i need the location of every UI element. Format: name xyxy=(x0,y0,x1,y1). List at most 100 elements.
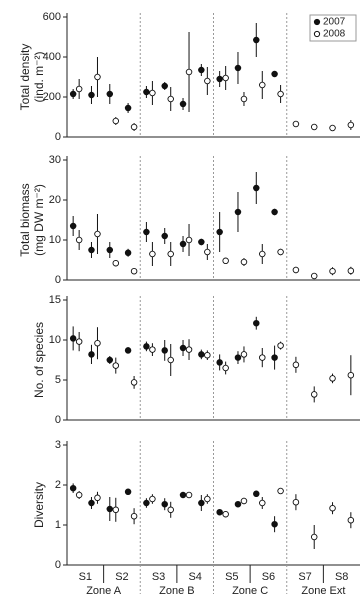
data-point xyxy=(234,500,242,508)
y-axis-label: Total density xyxy=(18,44,32,111)
station-label: S7 xyxy=(298,571,311,583)
data-point xyxy=(75,491,83,499)
data-point xyxy=(124,347,132,354)
data-point xyxy=(69,90,77,98)
data-point xyxy=(216,75,223,83)
data-point xyxy=(271,208,278,216)
data-point xyxy=(75,236,83,244)
data-point xyxy=(149,89,156,97)
data-point xyxy=(310,391,318,398)
data-point xyxy=(143,499,150,507)
data-point xyxy=(185,236,193,244)
y-tick-label: 0 xyxy=(55,274,61,286)
station-label: S8 xyxy=(335,571,348,583)
data-point xyxy=(88,499,95,507)
data-point xyxy=(310,533,318,541)
y-tick-label: 10 xyxy=(49,234,61,246)
data-point xyxy=(259,81,266,89)
data-point xyxy=(204,495,211,503)
data-point xyxy=(124,488,132,496)
data-point xyxy=(310,272,318,280)
y-tick-label: 200 xyxy=(43,91,61,103)
data-point xyxy=(277,342,284,349)
data-point xyxy=(106,356,114,364)
data-point xyxy=(216,228,223,236)
data-point xyxy=(161,347,168,354)
data-point xyxy=(143,228,150,236)
data-point xyxy=(253,319,260,327)
y-axis-label: (mg DW m⁻²) xyxy=(32,184,46,256)
y-tick-label: 0 xyxy=(55,131,61,143)
data-point xyxy=(143,343,150,350)
data-point xyxy=(292,498,300,506)
y-axis-label: (ind. m⁻²) xyxy=(32,51,46,102)
data-point xyxy=(240,95,248,103)
data-point xyxy=(161,232,168,240)
zone-label: Zone A xyxy=(86,585,122,594)
data-point xyxy=(292,120,300,128)
zone-label: Zone B xyxy=(159,585,194,594)
data-point xyxy=(94,230,101,238)
data-point xyxy=(198,499,205,507)
y-tick-label: 3 xyxy=(55,439,61,451)
data-point xyxy=(347,516,355,524)
y-axis-label: Total biomass xyxy=(18,183,32,256)
data-point xyxy=(185,68,193,76)
data-point xyxy=(185,346,193,353)
data-point xyxy=(329,375,336,382)
station-label: S2 xyxy=(115,571,128,583)
data-point xyxy=(112,506,120,514)
data-point xyxy=(347,371,355,379)
data-point xyxy=(271,354,278,361)
data-point xyxy=(234,208,242,216)
data-point xyxy=(143,88,150,96)
data-point xyxy=(277,248,284,256)
data-point xyxy=(204,77,211,85)
data-point xyxy=(234,354,242,361)
station-label: S6 xyxy=(262,571,275,583)
y-axis-label: No. of species xyxy=(32,322,46,398)
station-label: S1 xyxy=(79,571,92,583)
data-point xyxy=(179,344,187,352)
data-point xyxy=(204,248,211,256)
y-tick-label: 0 xyxy=(55,414,61,426)
data-point xyxy=(94,73,101,81)
data-point xyxy=(167,250,174,258)
data-point xyxy=(75,85,83,93)
data-point xyxy=(222,257,229,265)
data-point xyxy=(106,246,114,254)
data-point xyxy=(179,491,187,499)
data-point xyxy=(185,491,193,499)
legend-label: 2007 xyxy=(323,17,346,28)
legend-marker xyxy=(313,18,321,26)
data-point xyxy=(292,361,300,369)
zone-label: Zone C xyxy=(232,585,268,594)
data-point xyxy=(204,351,211,359)
data-point xyxy=(179,100,187,108)
data-point xyxy=(271,520,278,528)
zone-label: Zone Ext xyxy=(301,585,345,594)
y-tick-label: 30 xyxy=(49,154,61,166)
data-point xyxy=(130,267,138,275)
data-point xyxy=(112,362,120,369)
data-point xyxy=(329,267,336,275)
station-label: S4 xyxy=(188,571,201,583)
y-tick-label: 600 xyxy=(43,11,61,23)
data-point xyxy=(106,90,114,98)
data-point xyxy=(149,495,156,503)
data-point xyxy=(240,351,248,358)
data-point xyxy=(329,504,336,512)
data-point xyxy=(277,90,284,98)
data-point xyxy=(347,121,355,129)
data-point xyxy=(198,66,205,74)
data-point xyxy=(216,508,223,516)
data-point xyxy=(124,249,132,257)
y-tick-label: 1 xyxy=(55,519,61,531)
data-point xyxy=(347,267,355,275)
data-point xyxy=(130,379,138,386)
data-point xyxy=(292,266,300,274)
data-point xyxy=(161,500,168,508)
data-point xyxy=(88,246,95,254)
